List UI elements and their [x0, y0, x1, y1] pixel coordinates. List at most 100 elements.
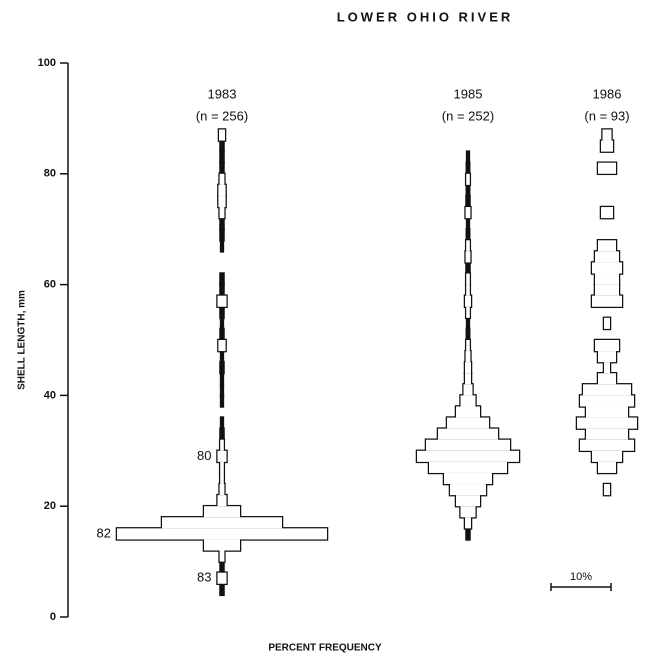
kite-inner: [465, 517, 471, 529]
kite-inner: [598, 240, 616, 252]
kite-inner: [466, 173, 470, 185]
kite-inner: [444, 472, 492, 485]
kite-inner: [460, 395, 476, 407]
kite-inner: [465, 207, 471, 219]
kite-bin: [219, 327, 225, 342]
kite-bin: [219, 216, 225, 231]
y-tick-label: 40: [44, 389, 56, 401]
kite-inner: [217, 572, 227, 584]
annotation: 80: [197, 448, 211, 463]
kite-bin: [465, 527, 471, 541]
kite-inner: [598, 461, 616, 473]
kite-bin: [219, 139, 225, 153]
kite-inner: [592, 295, 622, 307]
kite-inner: [601, 207, 613, 219]
kite-inner: [219, 207, 225, 219]
y-tick-label: 0: [50, 611, 56, 623]
kite-bin: [465, 216, 471, 231]
kite-bin: [465, 161, 471, 176]
kite-inner: [598, 162, 616, 174]
kite-inner: [217, 295, 227, 307]
kite-inner: [219, 550, 225, 562]
kite-inner: [466, 340, 470, 352]
kite-bin: [219, 305, 225, 320]
kite-inner: [595, 284, 619, 296]
kite-inner: [465, 373, 471, 385]
kite-bin: [219, 272, 225, 286]
kite-bin: [219, 560, 225, 574]
kite-bin: [219, 371, 225, 386]
kite-bin: [219, 427, 225, 441]
kite-bin: [219, 161, 225, 176]
kite-inner: [466, 240, 470, 252]
kite-inner: [586, 428, 628, 440]
kite-bin: [219, 349, 225, 364]
kite-inner: [465, 251, 471, 263]
kite-inner: [218, 184, 226, 196]
kite-bin: [465, 327, 471, 342]
kite-inner: [219, 484, 225, 496]
kite-inner: [604, 484, 610, 496]
series-name: 1986: [593, 86, 622, 101]
kite-fills: [117, 129, 637, 584]
kite-bin: [219, 316, 225, 331]
kite-bin: [465, 183, 471, 198]
series-name: 1983: [208, 86, 237, 101]
series-n: (n = 256): [196, 108, 248, 123]
kite-inner: [220, 439, 224, 451]
kite-inner: [598, 351, 616, 363]
kite-bin: [465, 150, 471, 164]
series-n: (n = 252): [442, 108, 494, 123]
kite-inner: [218, 340, 226, 352]
kite-inner: [580, 439, 634, 451]
kite-bin: [219, 582, 225, 597]
kite-bin: [219, 227, 225, 242]
kite-inner: [465, 295, 471, 307]
kite-inner: [217, 450, 227, 462]
kite-inner: [595, 340, 619, 352]
series-name: 1985: [454, 86, 483, 101]
kite-inner: [429, 461, 507, 473]
kite-inner: [466, 306, 470, 318]
kite-inner: [592, 262, 622, 274]
kite-inner: [598, 373, 616, 385]
kite-inner: [456, 495, 480, 507]
kite-inner: [583, 384, 631, 396]
kite-inner: [592, 450, 622, 462]
kite-bin: [465, 316, 471, 331]
kite-inner: [595, 251, 619, 263]
kite-inner: [417, 450, 519, 462]
kite-inner: [586, 406, 628, 418]
kite-inner: [162, 517, 282, 529]
kite-inner: [219, 129, 225, 141]
kite-inner: [604, 317, 610, 329]
kite-inner: [466, 273, 470, 285]
kite-bin: [219, 383, 225, 397]
kite-inner: [204, 539, 240, 551]
kite-bin: [219, 394, 225, 408]
kite-bin: [219, 416, 225, 430]
y-tick-label: 80: [44, 168, 56, 180]
y-tick-label: 60: [44, 279, 56, 291]
kite-inner: [577, 417, 637, 429]
kite-inner: [602, 129, 612, 141]
y-axis-label: SHELL LENGTH, mm: [17, 290, 28, 390]
kite-inner: [604, 362, 610, 374]
annotation: 83: [197, 570, 211, 585]
y-tick-label: 20: [44, 500, 56, 512]
kite-inner: [217, 495, 227, 507]
kite-inner: [466, 284, 470, 296]
x-axis-label: PERCENT FREQUENCY: [268, 643, 382, 654]
kite-inner: [465, 351, 471, 363]
kite-inner: [219, 173, 225, 185]
kite-inner: [463, 384, 473, 396]
kite-bin: [465, 194, 471, 209]
kite-bin: [465, 261, 471, 275]
kite-inner: [450, 484, 486, 496]
kite-inner: [447, 417, 489, 429]
kite-inner: [438, 428, 498, 440]
kite-bin: [465, 227, 471, 242]
kites: [115, 128, 639, 597]
chart-title: LOWER OHIO RIVER: [337, 9, 514, 24]
